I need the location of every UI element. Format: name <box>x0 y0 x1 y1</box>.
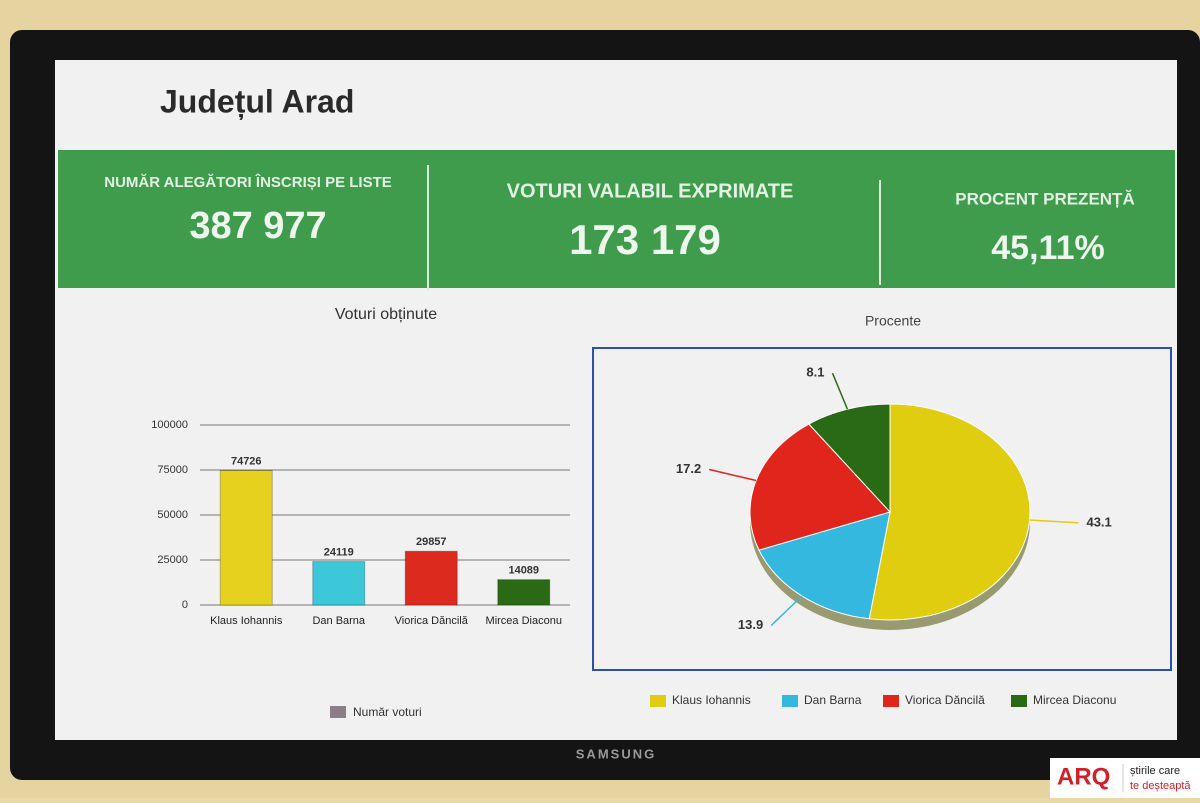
pie-frame <box>592 347 1172 671</box>
stat-value: 387 977 <box>189 205 326 247</box>
pie-slice <box>758 511 891 620</box>
legend-label: Număr voturi <box>353 705 422 719</box>
legend-label: Dan Barna <box>804 693 862 707</box>
value-label: 74726 <box>231 455 262 467</box>
leader-line <box>709 468 757 482</box>
bar <box>219 469 273 606</box>
y-tick-label: 0 <box>182 599 188 611</box>
value-label: 24119 <box>324 546 354 558</box>
value-label: 13.9 <box>738 617 763 632</box>
stats-band <box>58 150 1175 288</box>
stat-label: PROCENT PREZENȚĂ <box>955 189 1134 208</box>
chart-title: Voturi obținute <box>335 306 437 323</box>
legend-label: Klaus Iohannis <box>672 693 751 707</box>
legend-swatch <box>330 706 346 718</box>
leader-line <box>831 372 849 410</box>
leader-line <box>1029 519 1079 524</box>
value-label: 14089 <box>508 565 539 577</box>
legend-label: Mircea Diaconu <box>1033 693 1116 707</box>
x-tick-label: Mircea Diaconu <box>486 615 562 627</box>
y-tick-label: 25000 <box>157 554 188 566</box>
stat-value: 45,11% <box>991 229 1104 267</box>
bar <box>497 579 551 606</box>
legend-swatch <box>782 695 798 707</box>
legend-swatch <box>1011 695 1027 707</box>
x-tick-label: Viorica Dăncilă <box>395 615 469 627</box>
bar <box>404 550 458 606</box>
bar <box>312 561 366 606</box>
x-tick-label: Dan Barna <box>312 615 365 627</box>
stat-value: 173 179 <box>569 216 721 263</box>
stat-label: VOTURI VALABIL EXPRIMATE <box>507 180 794 202</box>
y-tick-label: 75000 <box>157 464 188 476</box>
legend-swatch <box>883 695 899 707</box>
page-title: Județul Arad <box>160 83 354 119</box>
legend-label: Viorica Dăncilă <box>905 693 985 707</box>
pie-slice <box>868 403 1031 621</box>
logo-name: ARQ <box>1057 763 1110 790</box>
logo-tagline: te deșteaptă <box>1130 780 1191 792</box>
stat-label: NUMĂR ALEGĂTORI ÎNSCRIȘI PE LISTE <box>104 173 392 191</box>
legend-swatch <box>650 695 666 707</box>
value-label: 8.1 <box>806 365 824 380</box>
value-label: 29857 <box>416 536 447 548</box>
logo-tagline: știrile care <box>1130 765 1180 777</box>
brand: SAMSUNG <box>576 746 656 761</box>
value-label: 43.1 <box>1086 514 1111 529</box>
x-tick-label: Klaus Iohannis <box>210 615 283 627</box>
chart-title: Procente <box>865 313 921 329</box>
leader-line <box>770 595 803 626</box>
value-label: 17.2 <box>676 461 701 476</box>
pie-slice <box>749 423 891 551</box>
y-tick-label: 100000 <box>151 419 188 431</box>
y-tick-label: 50000 <box>157 509 188 521</box>
pie-slice <box>808 403 891 514</box>
logo-box <box>1050 758 1200 798</box>
